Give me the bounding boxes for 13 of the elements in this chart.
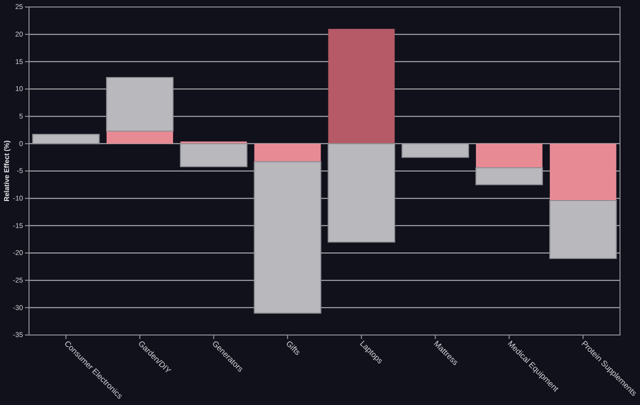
bar [550,144,616,201]
bar [254,144,321,162]
bar [549,200,617,259]
bar [32,134,100,144]
bar [106,77,174,132]
bar [476,144,542,168]
bar [180,143,248,168]
bar [328,28,395,144]
bar [402,143,470,158]
bar [106,131,174,144]
bar [475,167,543,186]
bar [328,143,396,243]
bar [254,161,322,314]
